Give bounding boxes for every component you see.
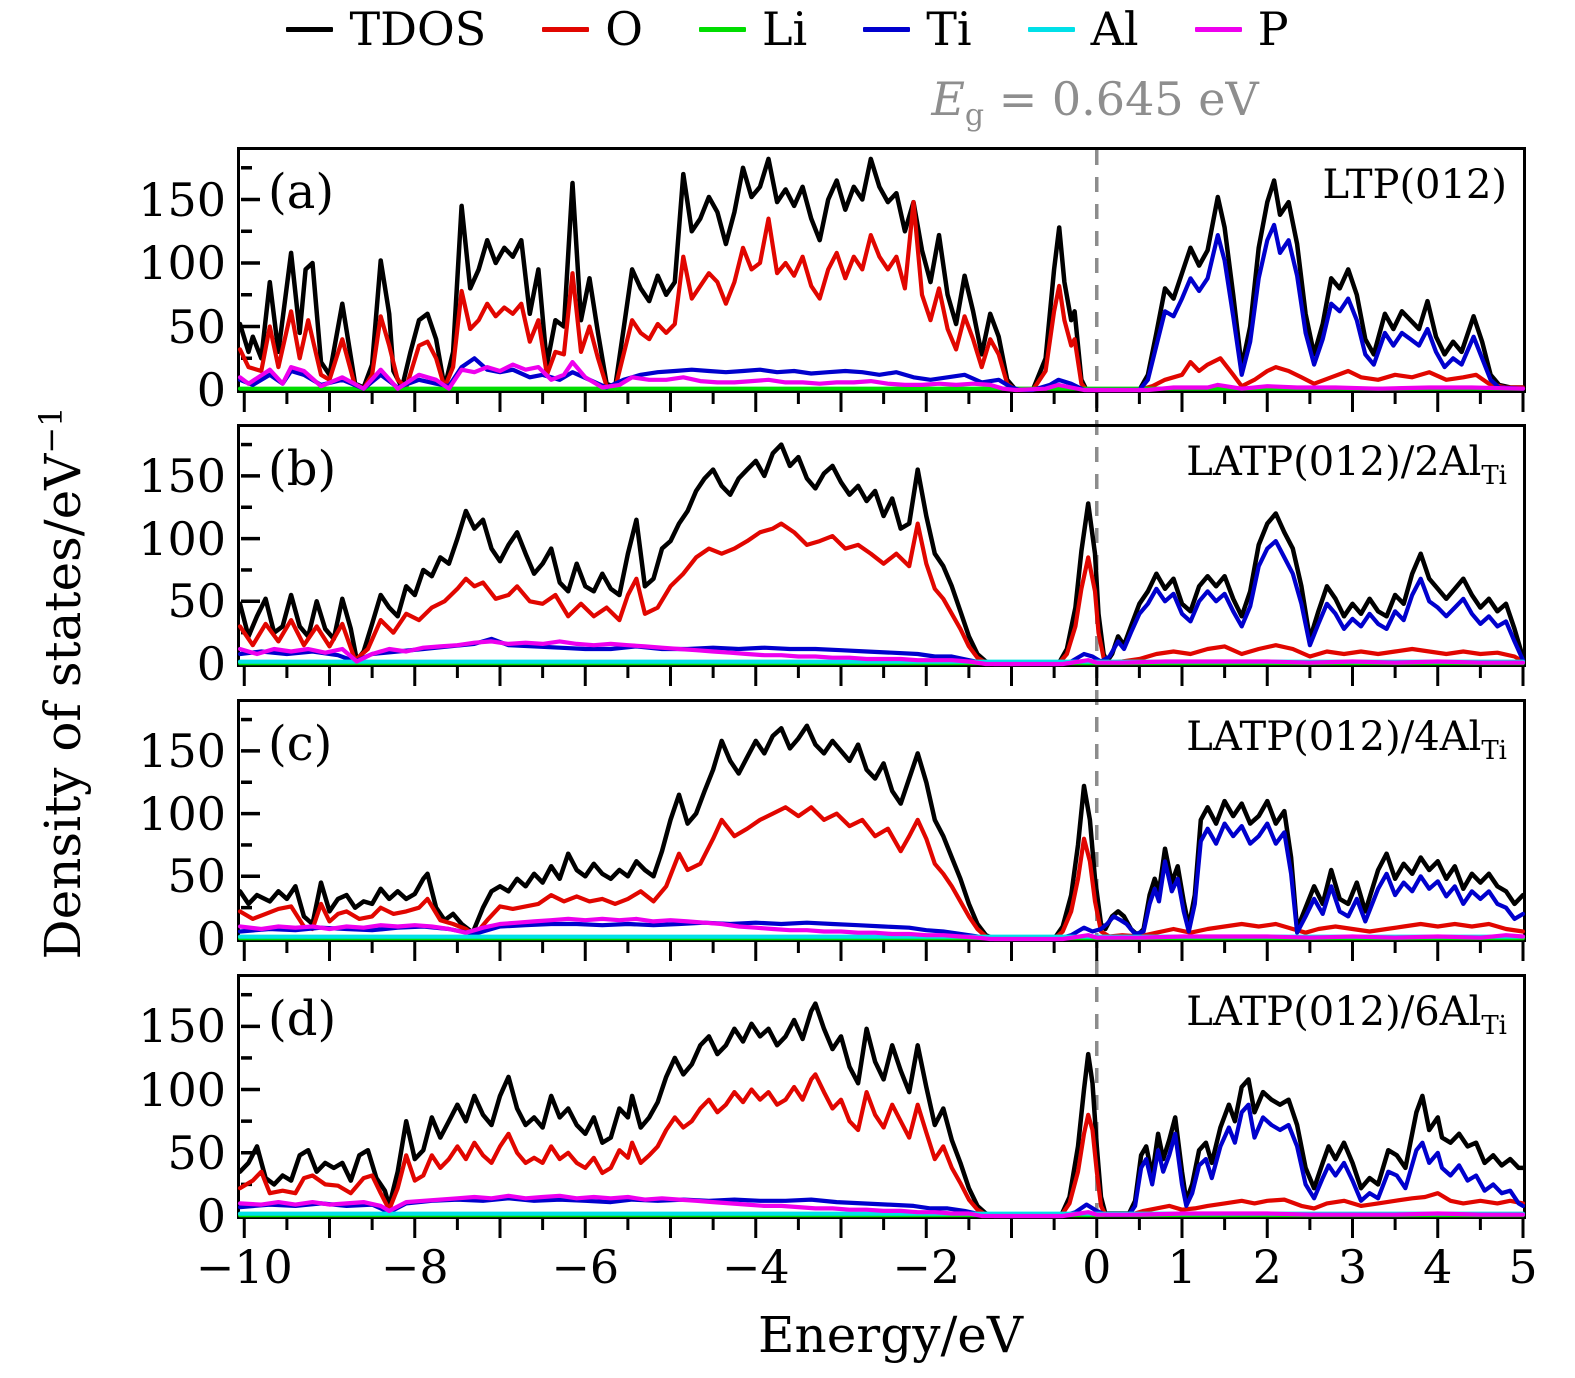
dos-curve-o <box>237 521 1526 667</box>
y-tick-label: 0 <box>196 912 226 966</box>
panel-c <box>236 698 1527 961</box>
band-gap-annotation: Eg = 0.645 eV <box>931 72 1258 133</box>
x-tick-label: 2 <box>1252 1240 1282 1294</box>
legend-item-Ti: Ti <box>863 2 972 56</box>
y-tick-label: 50 <box>167 574 226 629</box>
y-tick-label: 0 <box>196 637 226 691</box>
y-tick-label: 100 <box>138 511 226 566</box>
x-tick-label: −10 <box>195 1240 293 1294</box>
panel-plot-svg <box>237 424 1526 686</box>
legend-label: Al <box>1090 2 1139 56</box>
x-tick-label: −6 <box>551 1240 620 1294</box>
legend-line-P <box>1194 26 1242 32</box>
panel-plot-svg <box>237 699 1526 961</box>
dos-curve-tdos <box>237 1001 1526 1219</box>
y-tick-label: 100 <box>138 236 226 291</box>
x-tick-label: −2 <box>892 1240 961 1294</box>
panel-b <box>236 423 1527 686</box>
y-axis-title: Density of states/eV−1 <box>32 407 92 960</box>
panel-title: LATP(012)/2AlTi <box>1186 439 1507 491</box>
legend-item-P: P <box>1194 2 1289 56</box>
x-tick-label: 0 <box>1082 1240 1112 1294</box>
legend-label: TDOS <box>349 2 487 56</box>
legend-line-Li <box>698 26 746 32</box>
x-tick-label: 5 <box>1508 1240 1538 1294</box>
dos-curve-p <box>237 1193 1526 1219</box>
dos-curve-tdos <box>237 442 1526 667</box>
dos-curve-p <box>237 360 1526 393</box>
panel-title-sub: Ti <box>1481 461 1507 491</box>
legend-label: P <box>1257 2 1289 56</box>
panel-title-sub: Ti <box>1481 1011 1507 1041</box>
panel-a <box>236 146 1527 412</box>
legend-label: Li <box>761 2 808 56</box>
panel-d <box>236 973 1527 1238</box>
legend-line-O <box>542 26 590 32</box>
dos-curve-o <box>237 1072 1526 1219</box>
panel-tag: (b) <box>268 441 337 497</box>
panel-tag: (c) <box>268 716 333 772</box>
dos-curve-ti <box>237 222 1526 393</box>
panel-plot-svg <box>237 974 1526 1238</box>
x-tick-label: 3 <box>1337 1240 1368 1294</box>
y-tick-label: 150 <box>138 448 226 503</box>
dos-curve-o <box>237 199 1526 393</box>
legend-item-Al: Al <box>1027 2 1139 56</box>
dos-curve-p <box>237 916 1526 942</box>
panel-title-text: LATP(012)/6Al <box>1186 989 1482 1035</box>
panel-tag: (a) <box>268 164 335 220</box>
x-tick-label: 4 <box>1423 1240 1453 1294</box>
x-tick-label: 1 <box>1167 1240 1197 1294</box>
y-axis-title-text: Density of states/eV <box>33 453 92 960</box>
legend-line-Ti <box>863 26 911 32</box>
panel-title-text: LATP(012)/2Al <box>1186 439 1482 485</box>
y-axis-title-sup: −1 <box>32 406 71 454</box>
legend-item-O: O <box>542 6 643 52</box>
legend-label: Ti <box>926 2 972 56</box>
y-tick-label: 150 <box>138 999 226 1054</box>
y-tick-label: 0 <box>196 1189 226 1243</box>
panel-title-text: LTP(012) <box>1322 162 1507 208</box>
dos-curve-ti <box>237 821 1526 942</box>
panel-title: LATP(012)/4AlTi <box>1186 714 1507 766</box>
panel-title: LATP(012)/6AlTi <box>1186 989 1507 1041</box>
dos-curve-tdos <box>237 723 1526 942</box>
legend-line-TDOS <box>286 26 334 32</box>
y-tick-label: 50 <box>167 1125 226 1180</box>
y-tick-label: 0 <box>196 363 226 417</box>
legend-item-Li: Li <box>698 2 808 56</box>
y-tick-label: 150 <box>138 723 226 778</box>
legend-label: O <box>605 2 643 56</box>
y-tick-label: 100 <box>138 786 226 841</box>
legend-item-TDOS: TDOS <box>286 6 486 52</box>
x-tick-label: −8 <box>380 1240 449 1294</box>
dos-curve-p <box>237 639 1526 667</box>
legend: TDOS O Li Ti Al P <box>0 6 1575 52</box>
y-tick-label: 50 <box>167 299 226 354</box>
y-tick-label: 150 <box>138 172 226 227</box>
dos-curve-o <box>237 805 1526 942</box>
panel-tag: (d) <box>268 991 337 1047</box>
x-axis-title: Energy/eV <box>758 1306 1023 1364</box>
band-gap-symbol-sub: g <box>964 98 985 134</box>
dos-curve-ti <box>237 538 1526 667</box>
band-gap-symbol: E <box>931 72 965 126</box>
dos-curve-ti <box>237 1102 1526 1219</box>
y-tick-label: 100 <box>138 1062 226 1117</box>
legend-line-Al <box>1027 26 1075 32</box>
panel-title-text: LATP(012)/4Al <box>1186 714 1482 760</box>
x-tick-label: −4 <box>721 1240 790 1294</box>
panel-plot-svg <box>237 147 1526 412</box>
band-gap-value: = 0.645 eV <box>984 72 1259 126</box>
panel-title-sub: Ti <box>1481 736 1507 766</box>
panel-title: LTP(012) <box>1323 162 1507 208</box>
y-tick-label: 50 <box>167 849 226 904</box>
